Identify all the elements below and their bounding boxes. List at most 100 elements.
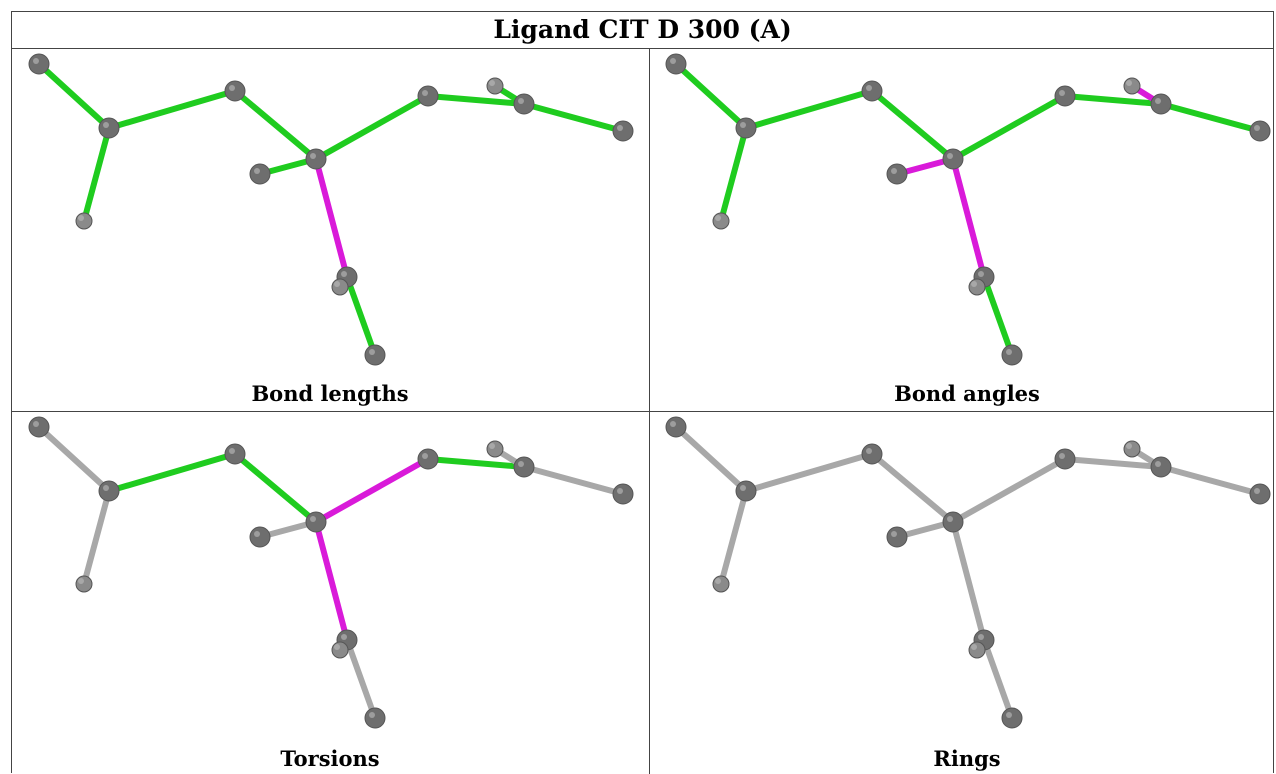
atom-highlight-11 <box>971 644 977 650</box>
atom-2 <box>75 212 93 230</box>
atom-12 <box>364 344 386 366</box>
bond-1-2 <box>81 125 112 224</box>
atom-8 <box>612 120 634 142</box>
bond-6-7 <box>1062 456 1164 470</box>
atom-highlight-2 <box>715 578 721 584</box>
atom-0 <box>665 416 687 438</box>
atom-1 <box>735 480 757 502</box>
atom-highlight-0 <box>33 58 39 64</box>
atom-highlight-11 <box>334 644 340 650</box>
atom-highlight-10 <box>341 271 347 277</box>
bond-3-4 <box>232 451 319 525</box>
bond-10-12 <box>344 637 378 721</box>
atom-highlight-5 <box>254 168 260 174</box>
bond-0-1 <box>673 424 749 494</box>
atom-9 <box>486 77 504 95</box>
caption-rings: Rings <box>933 746 1001 771</box>
atom-highlight-1 <box>740 485 746 491</box>
atom-highlight-6 <box>1059 453 1065 459</box>
atom-highlight-12 <box>369 349 375 355</box>
atom-highlight-3 <box>229 448 235 454</box>
ligand-figure: Ligand CIT D 300 (A) Bond lengths Bond a… <box>11 11 1276 774</box>
atom-highlight-9 <box>1126 80 1132 86</box>
bond-3-4 <box>869 451 956 525</box>
atom-7 <box>1150 93 1172 115</box>
atom-highlight-2 <box>78 578 84 584</box>
bond-3-4 <box>232 88 319 162</box>
panel-rings: Rings <box>654 412 1276 774</box>
atom-highlight-7 <box>518 461 524 467</box>
atom-5 <box>249 163 271 185</box>
atom-7 <box>1150 456 1172 478</box>
atom-9 <box>1123 77 1141 95</box>
atom-4 <box>305 511 327 533</box>
atom-8 <box>1249 120 1271 142</box>
bond-10-12 <box>981 274 1015 358</box>
atom-highlight-7 <box>518 98 524 104</box>
atom-highlight-1 <box>740 122 746 128</box>
atom-3 <box>224 80 246 102</box>
atom-1 <box>735 117 757 139</box>
panel-bond-lengths: Bond lengths <box>17 49 643 411</box>
bond-10-12 <box>981 637 1015 721</box>
atom-highlight-12 <box>1006 349 1012 355</box>
atom-9 <box>1123 440 1141 458</box>
atom-6 <box>417 85 439 107</box>
atom-4 <box>942 148 964 170</box>
molecule-bond-lengths <box>28 53 634 366</box>
atom-highlight-2 <box>78 215 84 221</box>
atom-0 <box>28 53 50 75</box>
bond-7-8 <box>521 101 626 134</box>
atom-8 <box>1249 483 1271 505</box>
atom-0 <box>28 416 50 438</box>
atom-4 <box>305 148 327 170</box>
atom-highlight-6 <box>422 453 428 459</box>
atom-1 <box>98 117 120 139</box>
atom-5 <box>886 163 908 185</box>
bond-6-7 <box>1062 93 1164 107</box>
atom-highlight-4 <box>947 516 953 522</box>
atom-5 <box>886 526 908 548</box>
bond-7-8 <box>1158 464 1263 497</box>
bond-4-6 <box>950 93 1068 162</box>
molecule-bond-angles <box>665 53 1271 366</box>
bond-4-6 <box>313 456 431 525</box>
atom-highlight-8 <box>617 488 623 494</box>
atom-highlight-6 <box>422 90 428 96</box>
bond-1-3 <box>106 88 238 131</box>
atom-highlight-3 <box>866 85 872 91</box>
atom-11 <box>968 641 986 659</box>
molecule-rings <box>665 416 1271 729</box>
atom-highlight-8 <box>617 125 623 131</box>
atom-11 <box>331 641 349 659</box>
bond-7-8 <box>521 464 626 497</box>
caption-torsions: Torsions <box>280 746 380 771</box>
atom-6 <box>417 448 439 470</box>
atom-highlight-3 <box>229 85 235 91</box>
bond-1-3 <box>743 88 875 131</box>
molecule-torsions <box>28 416 634 729</box>
bond-4-10 <box>313 519 350 643</box>
bond-6-7 <box>425 456 527 470</box>
atom-3 <box>224 443 246 465</box>
bond-1-3 <box>743 451 875 494</box>
bond-4-10 <box>950 156 987 280</box>
atom-highlight-1 <box>103 485 109 491</box>
atom-highlight-4 <box>947 153 953 159</box>
atom-highlight-5 <box>891 531 897 537</box>
atom-highlight-5 <box>254 531 260 537</box>
atom-highlight-8 <box>1254 125 1260 131</box>
atom-3 <box>861 443 883 465</box>
atom-highlight-12 <box>1006 712 1012 718</box>
atom-highlight-8 <box>1254 488 1260 494</box>
bond-4-10 <box>950 519 987 643</box>
atom-highlight-0 <box>670 421 676 427</box>
atom-highlight-7 <box>1155 461 1161 467</box>
atom-highlight-3 <box>866 448 872 454</box>
atom-7 <box>513 93 535 115</box>
horizontal-divider <box>12 411 1273 412</box>
caption-bond-lengths: Bond lengths <box>251 381 409 406</box>
atom-2 <box>75 575 93 593</box>
atom-highlight-2 <box>715 215 721 221</box>
bond-4-6 <box>313 93 431 162</box>
